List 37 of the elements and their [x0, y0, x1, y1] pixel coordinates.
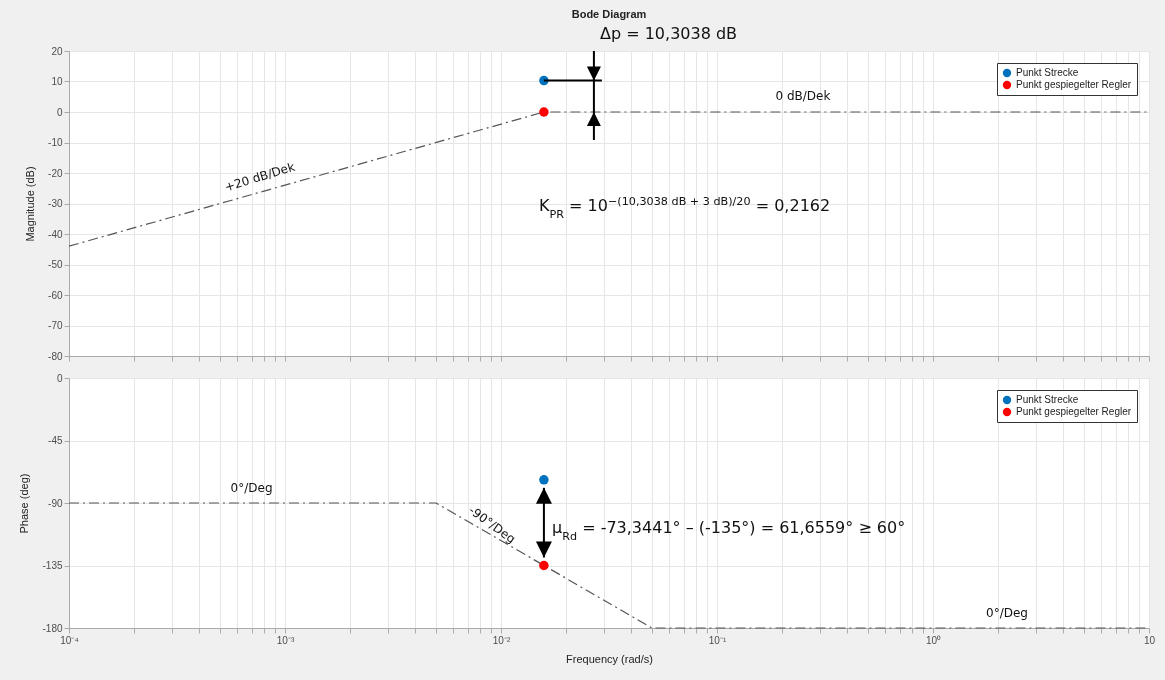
x-tick-label: 10⁰	[925, 634, 942, 646]
y-tick-label: -70	[48, 320, 63, 331]
legend-label: Punkt gespiegelter Regler	[1016, 79, 1132, 90]
y-tick-label: -135	[42, 560, 63, 571]
annotation: 0°/Deg	[230, 481, 273, 495]
legend-label: Punkt Strecke	[1016, 394, 1079, 405]
y-tick-label: 20	[51, 45, 63, 57]
legend-label: Punkt gespiegelter Regler	[1016, 406, 1132, 417]
legend-label: Punkt Strecke	[1016, 67, 1079, 78]
y-tick-label: -60	[48, 289, 63, 301]
y-tick-label: -30	[48, 198, 63, 209]
chart-title: Bode Diagram	[571, 8, 647, 20]
annotation: K$_{PR}$ = 10$^{−(10,3038 dB + 3 dB)/20}$ = 0,2162	[539, 194, 831, 221]
y-tick-label: -80	[48, 350, 63, 362]
y-tick-label: -90	[48, 497, 63, 509]
y-tick-label: 10	[51, 76, 63, 87]
y-axis-title: Magnitude (dB)	[24, 166, 37, 242]
y-tick-label: -180	[42, 622, 63, 634]
x-tick-label: 10	[1143, 634, 1156, 646]
y-tick-label: -10	[48, 137, 63, 148]
x-tick-label: 10⁻⁴	[60, 634, 79, 646]
y-tick-label: 0	[56, 106, 63, 118]
y-tick-label: -40	[48, 228, 63, 240]
y-axis-title: Phase (deg)	[18, 473, 31, 534]
y-tick-label: -20	[48, 167, 63, 179]
x-tick-label: 10⁻²	[492, 634, 511, 646]
y-tick-label: -45	[48, 435, 63, 446]
annotation: 0°/Deg	[986, 606, 1028, 620]
x-tick-label: 10⁻¹	[708, 634, 727, 646]
annotation: μ$_{Rd}$ = -73,3441° – (-135°) = 61,6559° ≥ 60°	[552, 518, 906, 543]
annotation: +20 dB/Dek	[222, 159, 297, 195]
x-tick-label: 10⁻³	[276, 634, 295, 646]
y-tick-label: 0	[56, 372, 63, 384]
text: Δp = 10,3038 dB	[600, 24, 738, 43]
annotation: 0 dB/Dek	[775, 89, 831, 103]
y-tick-label: -50	[48, 259, 63, 270]
x-axis-title: Frequency (rad/s)	[566, 652, 653, 665]
